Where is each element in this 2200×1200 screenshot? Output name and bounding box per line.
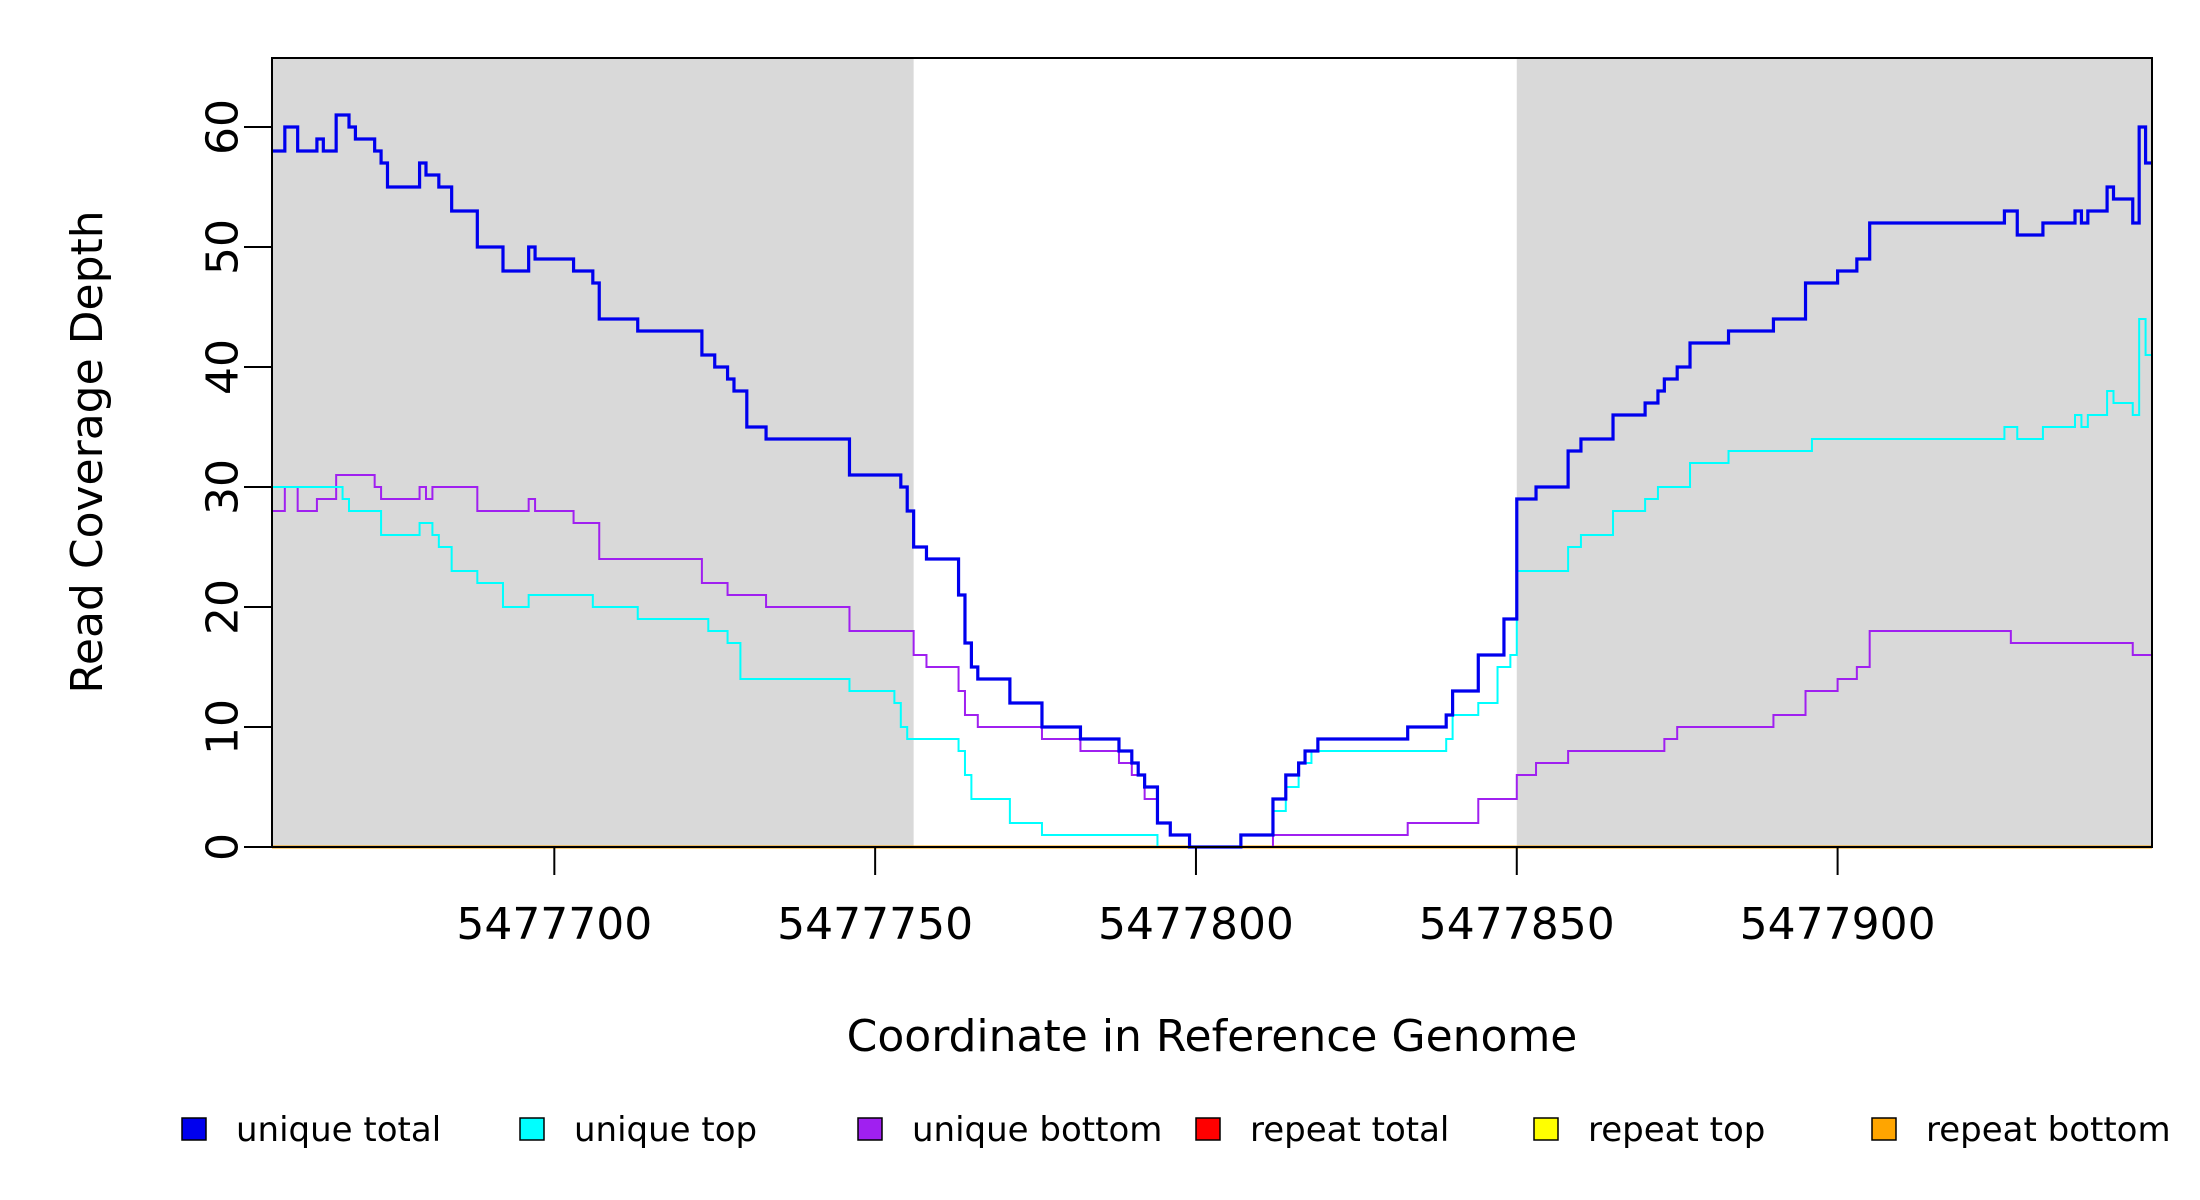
- y-tick-label: 20: [197, 579, 248, 635]
- series-line-unique-total: [272, 113, 2152, 849]
- legend-label: unique top: [574, 1110, 757, 1150]
- legend-label: repeat top: [1588, 1110, 1765, 1150]
- y-tick-label: 60: [197, 99, 248, 155]
- y-tick-label: 50: [197, 219, 248, 275]
- legend-swatch: [181, 1117, 207, 1141]
- legend: unique total unique top unique bottom repea…: [181, 1110, 2171, 1150]
- shaded-region-1: [1516, 58, 2152, 847]
- shaded-region-0: [272, 58, 914, 847]
- legend-swatch: [857, 1117, 883, 1141]
- y-axis: 0 10 20 30 40 50 60: [197, 99, 272, 861]
- y-tick-label: 0: [197, 833, 248, 861]
- x-tick-label: 5477900: [1740, 899, 1936, 950]
- y-axis-title: Read Coverage Depth: [62, 210, 113, 693]
- x-tick-label: 5477700: [456, 899, 652, 950]
- legend-label: repeat bottom: [1926, 1110, 2171, 1150]
- x-tick-label: 5477850: [1419, 899, 1615, 950]
- x-axis-title: Coordinate in Reference Genome: [847, 1011, 1578, 1062]
- legend-swatch: [1871, 1117, 1897, 1141]
- y-tick-label: 10: [197, 699, 248, 755]
- legend-label: repeat total: [1250, 1110, 1449, 1150]
- y-tick-label: 40: [197, 339, 248, 395]
- x-axis: 5477700 5477750 5477800 5477850 5477900: [456, 847, 1936, 950]
- x-tick-label: 5477800: [1098, 899, 1294, 950]
- y-tick-label: 30: [197, 459, 248, 515]
- plot-frame: [271, 57, 2153, 848]
- legend-swatch: [1195, 1117, 1221, 1141]
- legend-swatch: [519, 1117, 545, 1141]
- series-line-unique-bottom: [272, 474, 2152, 848]
- shaded-regions: [272, 58, 2152, 847]
- x-tick-label: 5477750: [777, 899, 973, 950]
- legend-label: unique total: [236, 1110, 441, 1150]
- legend-label: unique bottom: [912, 1110, 1162, 1150]
- legend-swatch: [1533, 1117, 1559, 1141]
- series-line-unique-top: [272, 318, 2152, 848]
